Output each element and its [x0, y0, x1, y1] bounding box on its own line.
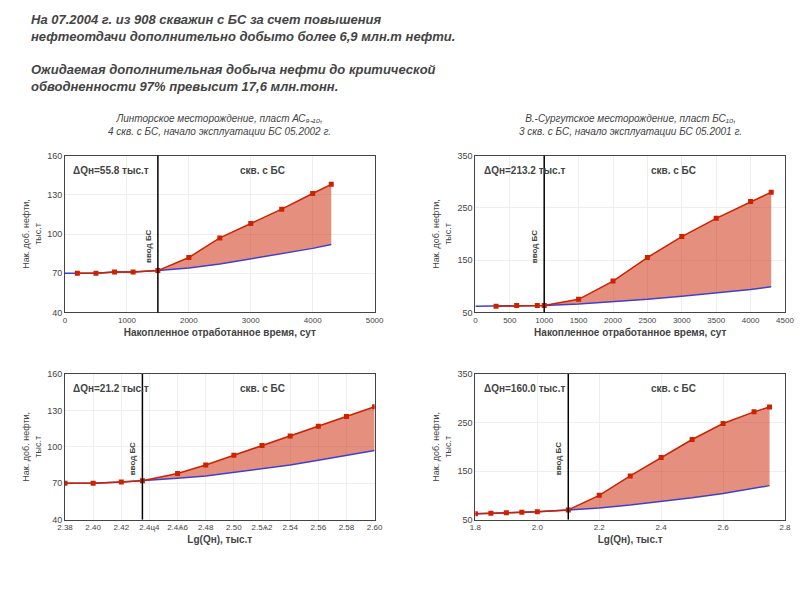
svg-text:2.40: 2.40 — [85, 523, 101, 532]
svg-text:Накопленное отработанное время: Накопленное отработанное время, сут — [124, 327, 316, 338]
svg-text:ввод БС: ввод БС — [530, 230, 539, 263]
svg-text:40: 40 — [52, 308, 62, 318]
svg-text:0: 0 — [63, 316, 68, 325]
svg-text:2.2: 2.2 — [594, 523, 606, 532]
svg-text:Линторское месторождение, плас: Линторское месторождение, пласт АС₉₋₁₀,4… — [108, 113, 331, 137]
svg-text:1000: 1000 — [118, 316, 136, 325]
svg-text:130: 130 — [47, 190, 62, 200]
svg-text:2.56: 2.56 — [311, 523, 327, 532]
svg-text:2.4ц4: 2.4ц4 — [139, 523, 160, 532]
svg-text:2.0: 2.0 — [532, 523, 544, 532]
svg-text:500: 500 — [503, 316, 517, 325]
svg-text:ΔQн=160.0 тыс.т: ΔQн=160.0 тыс.т — [484, 383, 565, 394]
svg-text:2.60: 2.60 — [367, 523, 383, 532]
svg-text:150: 150 — [458, 466, 473, 476]
svg-text:5000: 5000 — [366, 316, 384, 325]
svg-text:ввод БС: ввод БС — [144, 229, 153, 262]
svg-text:2.48: 2.48 — [198, 523, 214, 532]
svg-text:100: 100 — [47, 229, 62, 239]
svg-text:160: 160 — [47, 369, 62, 379]
svg-text:ввод БС: ввод БС — [128, 442, 137, 475]
svg-text:Lg(Qн), тыс.т: Lg(Qн), тыс.т — [598, 534, 663, 545]
svg-text:250: 250 — [458, 418, 473, 428]
svg-text:2.4Ѧ6: 2.4Ѧ6 — [167, 523, 188, 532]
svg-text:250: 250 — [458, 203, 473, 213]
svg-text:1500: 1500 — [570, 316, 588, 325]
svg-text:На 07.2004 г. из 908 скважин с: На 07.2004 г. из 908 скважин с БС за сче… — [31, 12, 455, 44]
svg-text:4500: 4500 — [776, 316, 794, 325]
svg-text:130: 130 — [47, 406, 62, 416]
svg-text:2.4: 2.4 — [656, 523, 668, 532]
svg-text:Нак. доб. нефти,тыс.т: Нак. доб. нефти,тыс.т — [21, 412, 43, 482]
svg-text:2000: 2000 — [604, 316, 622, 325]
svg-text:Нак. доб. нефти,тыс.т: Нак. доб. нефти,тыс.т — [431, 199, 453, 269]
svg-text:ΔQн=21.2 тыс.т: ΔQн=21.2 тыс.т — [73, 383, 149, 394]
svg-text:150: 150 — [458, 255, 473, 265]
svg-text:2.8: 2.8 — [779, 523, 791, 532]
svg-text:Нак. доб. нефти,тыс.т: Нак. доб. нефти,тыс.т — [431, 412, 453, 482]
svg-text:2.58: 2.58 — [339, 523, 355, 532]
svg-text:160: 160 — [47, 151, 62, 161]
svg-text:2.42: 2.42 — [114, 523, 130, 532]
svg-text:3000: 3000 — [242, 316, 260, 325]
svg-text:скв. с БС: скв. с БС — [240, 383, 285, 394]
svg-text:350: 350 — [458, 151, 473, 161]
svg-text:2.54: 2.54 — [282, 523, 298, 532]
svg-text:скв. с БС: скв. с БС — [651, 383, 696, 394]
svg-text:Lg(Qн), тыс.т: Lg(Qн), тыс.т — [187, 534, 252, 545]
svg-text:2.5Ѧ2: 2.5Ѧ2 — [252, 523, 273, 532]
svg-text:Нак. доб. нефти,тыс.т: Нак. доб. нефти,тыс.т — [21, 199, 43, 269]
svg-text:100: 100 — [47, 442, 62, 452]
svg-text:2.38: 2.38 — [57, 523, 73, 532]
svg-text:3500: 3500 — [707, 316, 725, 325]
svg-text:скв. с БС: скв. с БС — [651, 165, 696, 176]
svg-text:ввод БС: ввод БС — [554, 442, 563, 475]
svg-text:350: 350 — [458, 369, 473, 379]
svg-text:скв. с БС: скв. с БС — [240, 165, 285, 176]
svg-text:2500: 2500 — [639, 316, 657, 325]
svg-text:2.6: 2.6 — [718, 523, 730, 532]
svg-text:ΔQн=213.2 тыс.т: ΔQн=213.2 тыс.т — [484, 165, 565, 176]
svg-text:50: 50 — [463, 515, 473, 525]
svg-text:Ожидаемая дополнительная добыч: Ожидаемая дополнительная добыча нефти до… — [31, 62, 436, 94]
svg-text:70: 70 — [52, 478, 62, 488]
svg-text:40: 40 — [52, 515, 62, 525]
svg-text:1.8: 1.8 — [470, 523, 482, 532]
svg-text:ΔQн=55.8 тыс.т: ΔQн=55.8 тыс.т — [73, 165, 149, 176]
svg-text:50: 50 — [463, 308, 473, 318]
svg-text:70: 70 — [52, 268, 62, 278]
svg-text:2000: 2000 — [180, 316, 198, 325]
svg-text:Накопленное отработанное время: Накопленное отработанное время, сут — [534, 327, 726, 338]
svg-text:1000: 1000 — [535, 316, 553, 325]
svg-text:2.50: 2.50 — [226, 523, 242, 532]
svg-text:0: 0 — [473, 316, 478, 325]
svg-text:3000: 3000 — [673, 316, 691, 325]
svg-text:В.-Сургутское месторождение, п: В.-Сургутское месторождение, пласт БС₁₀,… — [519, 113, 742, 137]
svg-text:4000: 4000 — [742, 316, 760, 325]
svg-text:4000: 4000 — [304, 316, 322, 325]
